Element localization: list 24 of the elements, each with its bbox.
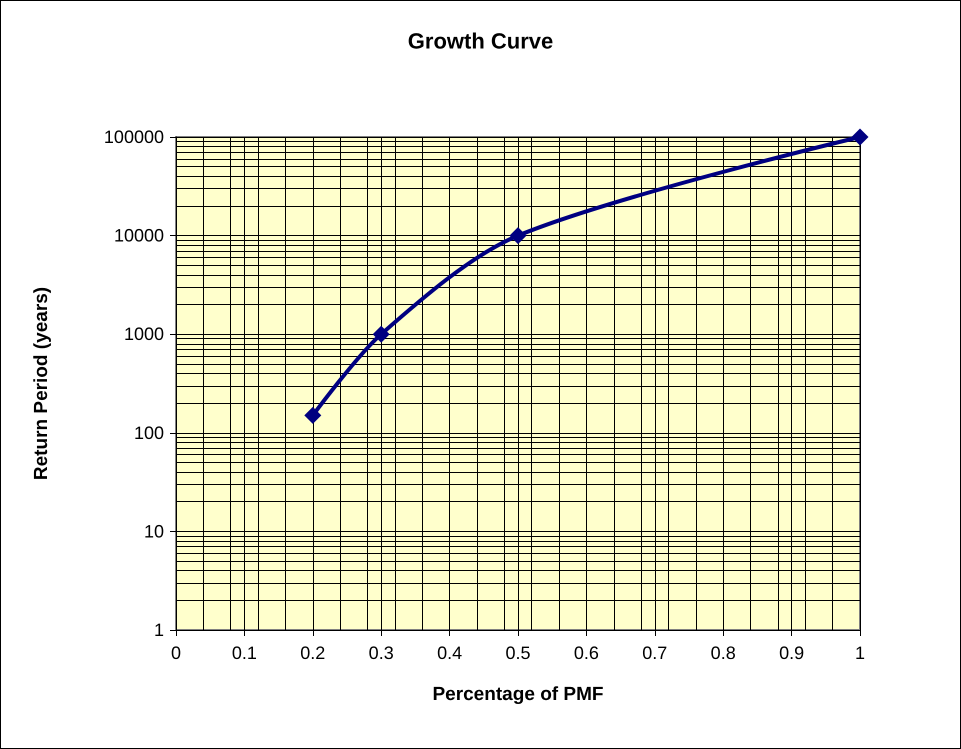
x-tick-label: 0.5 [505,643,531,663]
point [852,128,868,146]
point [510,227,526,244]
x-tick-label: 0.4 [437,643,462,663]
x-tick-label: 0.1 [232,643,257,663]
x-tick-label: 0.2 [300,643,326,663]
y-tick-label: 100 [134,422,164,443]
x-tick-label: 0 [170,643,182,663]
x-tick-label: 0.8 [710,643,736,663]
y-tick-label: 1000 [124,324,164,344]
x-axis-title: Percentage of PMF [432,684,604,705]
x-tick-label: 0.9 [779,643,804,663]
y-tick-label: 1 [154,620,164,640]
chart-title: Growth Curve [408,28,554,54]
x-tick-label: 0.7 [642,643,668,663]
point [372,326,390,343]
x-tick-label: 0.3 [368,643,394,663]
point [304,406,322,424]
y-tick-label: 10 [144,521,164,542]
y-tick-label: 10000 [114,226,164,246]
x-tick-label: 1 [854,643,866,663]
y-tick-label: 100000 [104,127,164,147]
y-axis-title: Return Period (years) [31,286,52,480]
x-tick-label: 0.6 [574,643,599,663]
